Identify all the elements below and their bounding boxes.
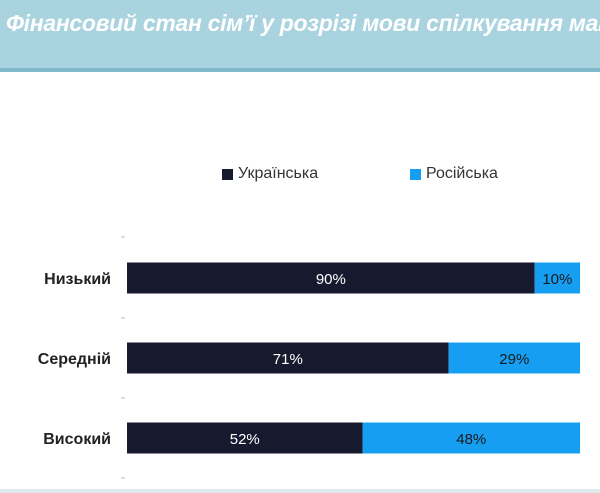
data-label: 29% [499, 351, 529, 368]
category-label: Низький [44, 271, 111, 288]
category-label: Середній [38, 351, 111, 368]
bottom-border [0, 489, 600, 493]
data-label: 52% [230, 431, 260, 448]
category-label: Високий [43, 431, 111, 448]
data-label: 90% [316, 271, 346, 288]
data-label: 71% [273, 351, 303, 368]
data-label: 10% [542, 271, 572, 288]
data-label: 48% [456, 431, 486, 448]
